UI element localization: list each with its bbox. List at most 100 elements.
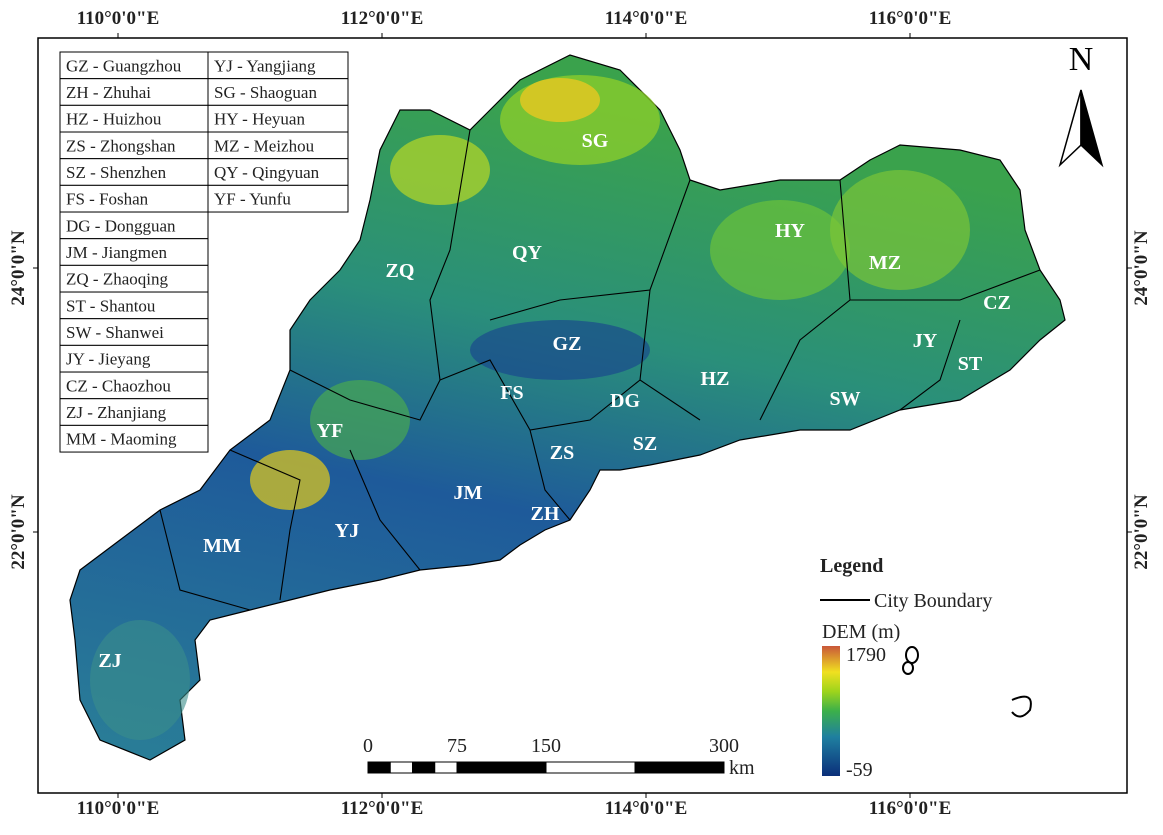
legend-dem-title: DEM (m) (822, 621, 900, 643)
scale-segment (389, 761, 413, 774)
city-label: ZS (550, 442, 574, 464)
highland (390, 135, 490, 205)
abbreviation: ZS - Zhongshan (66, 136, 176, 155)
city-boundary (899, 319, 961, 411)
abbreviation: MZ - Meizhou (214, 136, 315, 155)
city-label: YF (317, 420, 344, 442)
longitude-label: 114°0'0"E (605, 8, 688, 29)
table-cell (207, 104, 349, 133)
city-label: ZQ (386, 260, 415, 282)
lowland (90, 620, 190, 740)
city-label: HZ (701, 368, 730, 390)
city-label: HY (775, 220, 806, 242)
abbreviation: ZH - Zhuhai (66, 83, 151, 102)
city-label: DG (610, 390, 640, 412)
table-cell (59, 78, 209, 106)
scale-tick-label: 150 (531, 735, 561, 757)
table-cell (207, 51, 349, 80)
abbreviation: JM - Jiangmen (66, 243, 168, 262)
city-label: SG (582, 130, 609, 152)
abbreviation: QY - Qingyuan (214, 163, 320, 182)
table-cell (59, 211, 209, 240)
scale-segment (412, 761, 436, 774)
city-label: MZ (869, 252, 901, 274)
latitude-label: 22°0'0"N (1131, 494, 1152, 569)
dem-min: -59 (846, 759, 873, 781)
table-cell (207, 184, 349, 213)
city-boundary (289, 369, 441, 421)
city-label: SW (829, 388, 860, 410)
island (1011, 695, 1032, 718)
north-arrow: N (1058, 41, 1104, 168)
scale-tick-label: 0 (363, 735, 373, 757)
north-label: N (1069, 41, 1094, 78)
city-label: FS (500, 382, 523, 404)
city-boundary (489, 179, 691, 321)
latitude-label: 22°0'0"N (8, 494, 29, 569)
abbreviation: CZ - Chaozhou (66, 376, 171, 395)
abbreviation: ZJ - Zhanjiang (66, 403, 167, 422)
longitude-label: 112°0'0"E (341, 8, 424, 29)
table-cell (59, 131, 209, 160)
abbreviation: HZ - Huizhou (66, 110, 162, 129)
abbreviation: ST - Shantou (66, 296, 156, 315)
table-cell (59, 184, 209, 213)
table-cell (59, 291, 209, 320)
abbreviation: HY - Heyuan (214, 110, 305, 129)
city-label: MM (203, 535, 241, 557)
city-label: GZ (553, 333, 582, 355)
scale-segment (367, 761, 391, 774)
city-boundary (159, 509, 251, 611)
abbreviation: YF - Yunfu (214, 190, 291, 209)
table-cell (59, 318, 209, 346)
latitude-label: 24°0'0"N (8, 230, 29, 305)
longitude-label: 116°0'0"E (869, 8, 952, 29)
highland (250, 450, 330, 510)
table-cell (59, 104, 209, 133)
dem-max: 1790 (846, 644, 886, 666)
island (902, 661, 914, 675)
city-label: ZJ (98, 650, 121, 672)
city-label: QY (512, 242, 543, 264)
table-cell (59, 424, 209, 453)
latitude-label: 24°0'0"N (1131, 230, 1152, 305)
legend: Legend City Boundary DEM (m)1790 -59 (820, 555, 992, 781)
city-boundary (759, 179, 851, 421)
dem-colorbar (822, 646, 840, 776)
abbreviation: YJ - Yangjiang (214, 56, 316, 75)
longitude-label: 110°0'0"E (77, 8, 160, 29)
city-boundary (349, 449, 421, 571)
city-boundary (229, 449, 301, 601)
city-label: ST (958, 353, 983, 375)
city-label: CZ (983, 292, 1011, 314)
abbreviation: JY - Jieyang (66, 350, 151, 369)
city-boundaries (159, 129, 1041, 611)
longitude-label: 112°0'0"E (341, 798, 424, 819)
table-cell (207, 78, 349, 106)
province (69, 54, 1066, 761)
table-cell (207, 158, 349, 186)
north-arrow-right (1080, 89, 1104, 168)
table-cell (59, 398, 209, 426)
city-label: JY (913, 330, 938, 352)
legend-boundary: City Boundary (874, 590, 992, 612)
highland (520, 78, 600, 122)
scale-segment (545, 761, 636, 774)
table-cell (59, 371, 209, 400)
legend-title: Legend (820, 555, 883, 577)
abbreviation-table: GZ - Guangzhou ZH - Zhuhai HZ - Huizhou ZS … (59, 51, 349, 453)
abbreviation: SW - Shanwei (66, 323, 164, 342)
abbreviation: MM - Maoming (66, 430, 177, 449)
highland (830, 170, 970, 290)
city-label: SZ (633, 433, 657, 455)
city-label: ZH (531, 503, 560, 525)
abbreviation: FS - Foshan (66, 190, 149, 209)
city-boundary (429, 129, 471, 381)
city-label: YJ (335, 520, 359, 542)
scale-segment (456, 761, 547, 774)
table-cell (207, 131, 349, 160)
abbreviation: SG - Shaoguan (214, 83, 317, 102)
scale-tick-label: 300 (709, 735, 739, 757)
